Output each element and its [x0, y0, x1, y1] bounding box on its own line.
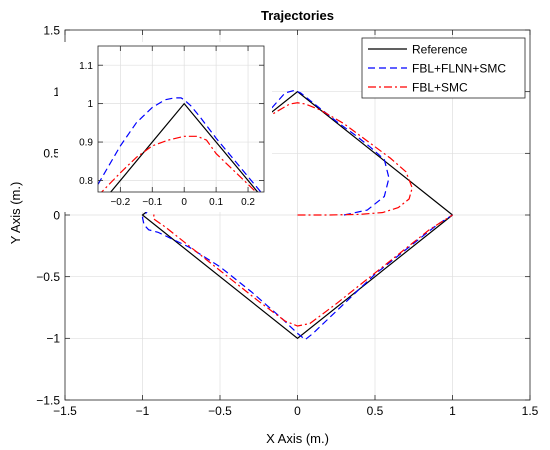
y-axis-label: Y Axis (m.) — [8, 182, 23, 245]
chart-title: Trajectories — [261, 8, 334, 23]
main-y-tick-label: 0 — [53, 208, 60, 222]
main-y-tick-label: 1.5 — [43, 23, 60, 37]
legend: Reference FBL+FLNN+SMC FBL+SMC — [361, 37, 526, 99]
inset-x-tick-label: 0 — [181, 197, 187, 208]
main-y-tick-label: −1 — [46, 332, 60, 346]
inset-x-tick-label: 0.1 — [209, 197, 223, 208]
main-x-tick-label: 1.5 — [522, 404, 539, 418]
legend-box — [361, 37, 526, 99]
inset-y-tick-label: 0.9 — [79, 138, 93, 149]
inset-y-tick-labels: 0.8 0.9 1 1.1 — [79, 61, 93, 187]
legend-entry-fbl-smc: FBL+SMC — [412, 81, 468, 95]
inset-y-tick-label: 0.8 — [79, 176, 93, 187]
main-y-tick-label: −0.5 — [36, 270, 60, 284]
main-series-reference — [141, 90, 453, 340]
inset-series-reference — [109, 102, 259, 192]
main-x-tick-label: 1 — [449, 404, 456, 418]
legend-entry-fbl-flnn-smc: FBL+FLNN+SMC — [412, 62, 506, 76]
inset-x-tick-label: −0.2 — [110, 197, 130, 208]
inset-series-group — [98, 97, 262, 192]
main-x-tick-label: −1 — [136, 404, 150, 418]
inset-y-tick-label: 1.1 — [79, 61, 93, 72]
inset-x-tick-label: 0.2 — [241, 197, 255, 208]
inset-chart: −0.2 −0.1 0 0.1 0.2 0.8 0.9 1 1.1 — [58, 42, 272, 212]
main-x-tick-label: −1.5 — [53, 404, 77, 418]
inset-series-fbl-smc — [100, 135, 257, 192]
main-x-tick-label: 0 — [294, 404, 301, 418]
main-tick-marks — [64, 29, 531, 401]
inset-x-tick-labels: −0.2 −0.1 0 0.1 0.2 — [110, 197, 255, 208]
main-x-tick-labels: −1.5 −1 −0.5 0 0.5 1 1.5 — [53, 404, 539, 418]
main-y-tick-label: 1 — [53, 85, 60, 99]
inset-y-tick-label: 1 — [87, 99, 93, 110]
main-x-tick-label: −0.5 — [208, 404, 232, 418]
inset-x-tick-label: −0.1 — [142, 197, 162, 208]
inset-tick-marks — [98, 46, 264, 192]
x-axis-label: X Axis (m.) — [266, 431, 329, 446]
inset-series-fbl-flnn-smc — [98, 97, 262, 192]
legend-entry-reference: Reference — [412, 43, 468, 57]
main-x-tick-label: 0.5 — [367, 404, 384, 418]
main-y-tick-labels: −1.5 −1 −0.5 0 0.5 1 1.5 — [36, 23, 60, 407]
inset-axes-frame — [97, 45, 265, 193]
inset-grid — [98, 46, 264, 192]
main-y-tick-label: 0.5 — [43, 147, 60, 161]
main-y-tick-label: −1.5 — [36, 393, 60, 407]
